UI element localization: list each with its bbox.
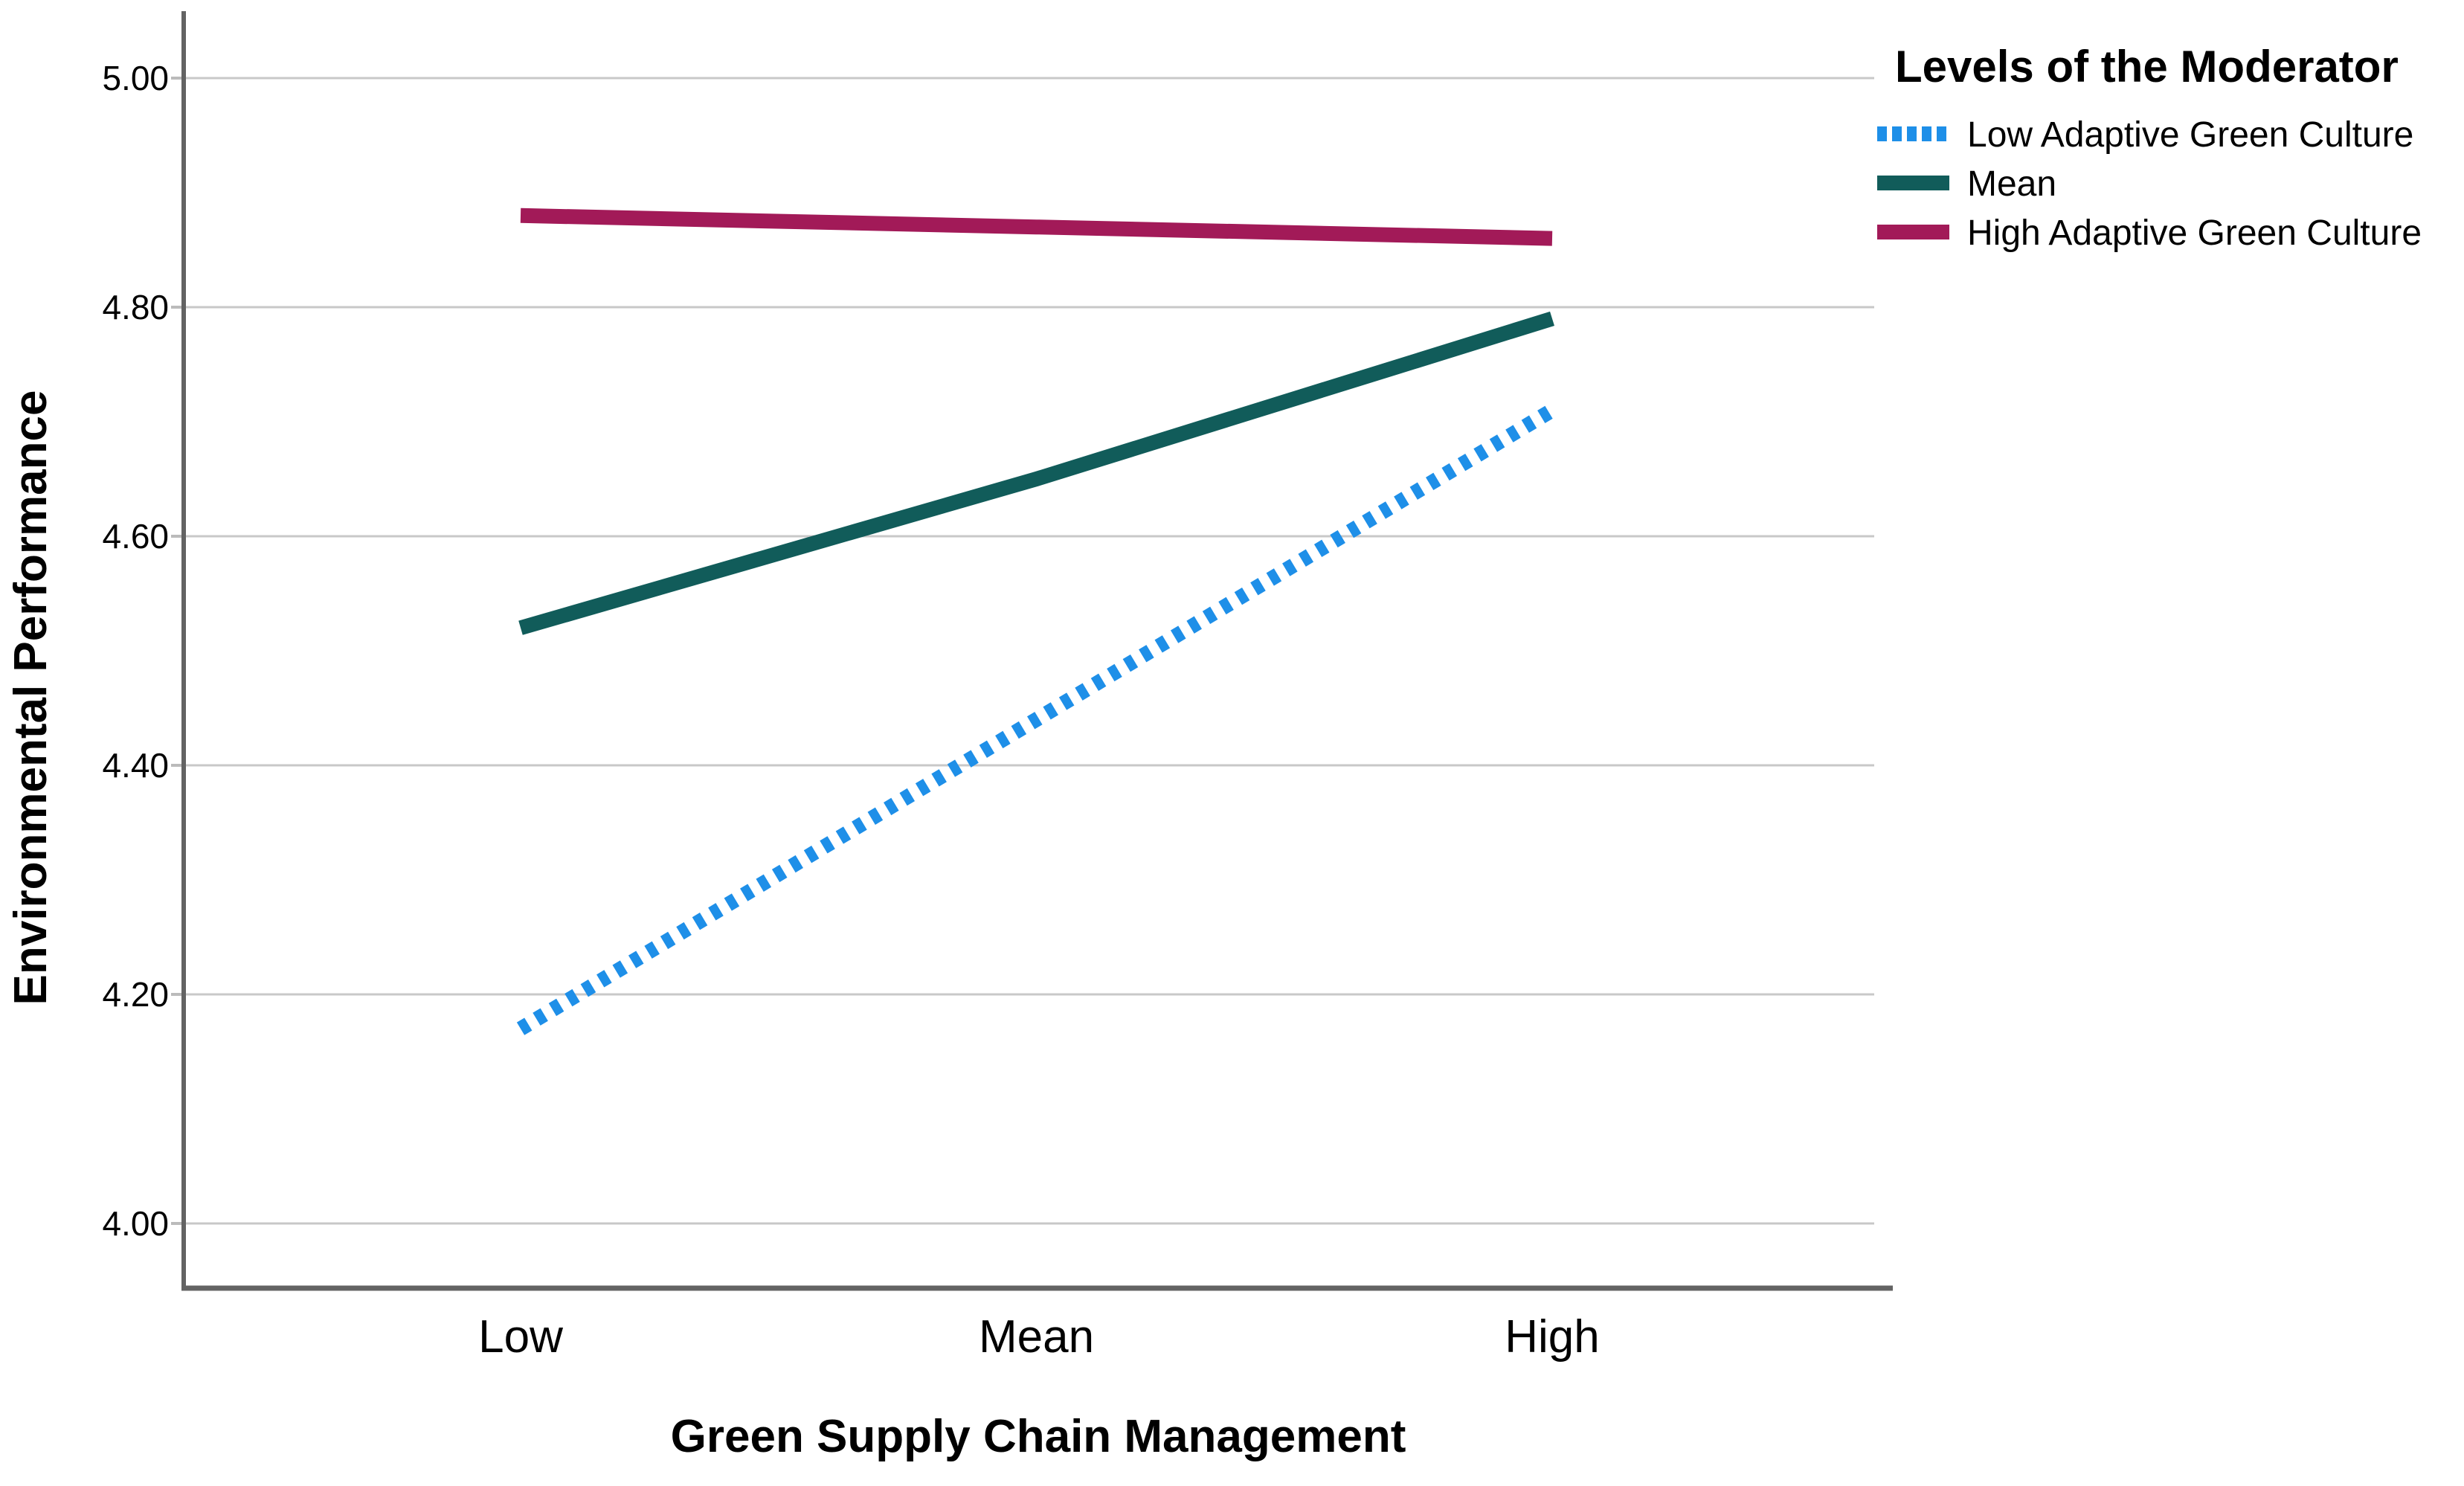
y-tick-label: 4.40	[102, 746, 169, 785]
legend-item: Low Adaptive Green Culture	[1877, 115, 2413, 155]
series-line-2	[520, 208, 1553, 246]
y-axis-tick-labels: 5.00 4.80 4.60 4.40 4.20 4.00	[102, 59, 169, 1243]
x-axis-title: Green Supply Chain Management	[671, 1411, 1406, 1462]
x-axis-tick-labels: Low Mean High	[478, 1311, 1600, 1363]
gridlines	[184, 77, 1874, 1225]
y-axis-title: Environmental Performance	[5, 390, 57, 1006]
y-tick-label: 4.00	[102, 1204, 169, 1243]
legend-item: Mean	[1877, 164, 2056, 204]
series-lines	[516, 208, 1557, 1035]
legend-item-label: Mean	[1967, 164, 2056, 204]
legend-item-label: High Adaptive Green Culture	[1967, 213, 2422, 253]
legend-item-label: Low Adaptive Green Culture	[1967, 115, 2413, 155]
legend: Levels of the Moderator Low Adaptive Gre…	[1877, 42, 2422, 253]
x-tick-label: Mean	[979, 1311, 1094, 1363]
y-tick-label: 4.80	[102, 288, 169, 327]
series-line-1	[518, 311, 1554, 635]
x-tick-label: High	[1505, 1311, 1600, 1363]
series-line-0	[516, 404, 1557, 1035]
y-tick-label: 4.20	[102, 975, 169, 1014]
y-tick-label: 4.60	[102, 517, 169, 556]
legend-item: High Adaptive Green Culture	[1877, 213, 2422, 253]
legend-title: Levels of the Moderator	[1895, 42, 2399, 91]
x-tick-label: Low	[478, 1311, 563, 1363]
y-tick-label: 5.00	[102, 59, 169, 97]
